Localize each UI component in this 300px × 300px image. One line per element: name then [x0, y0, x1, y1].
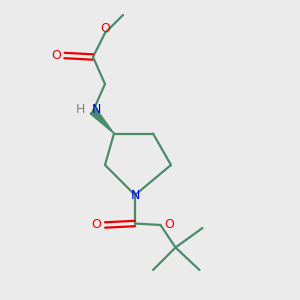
Text: O: O	[92, 218, 101, 232]
Text: O: O	[164, 218, 174, 232]
Text: N: N	[91, 103, 101, 116]
Text: O: O	[101, 22, 110, 35]
Text: H: H	[76, 103, 85, 116]
Text: O: O	[51, 49, 61, 62]
Polygon shape	[90, 108, 114, 134]
Text: N: N	[130, 189, 140, 202]
